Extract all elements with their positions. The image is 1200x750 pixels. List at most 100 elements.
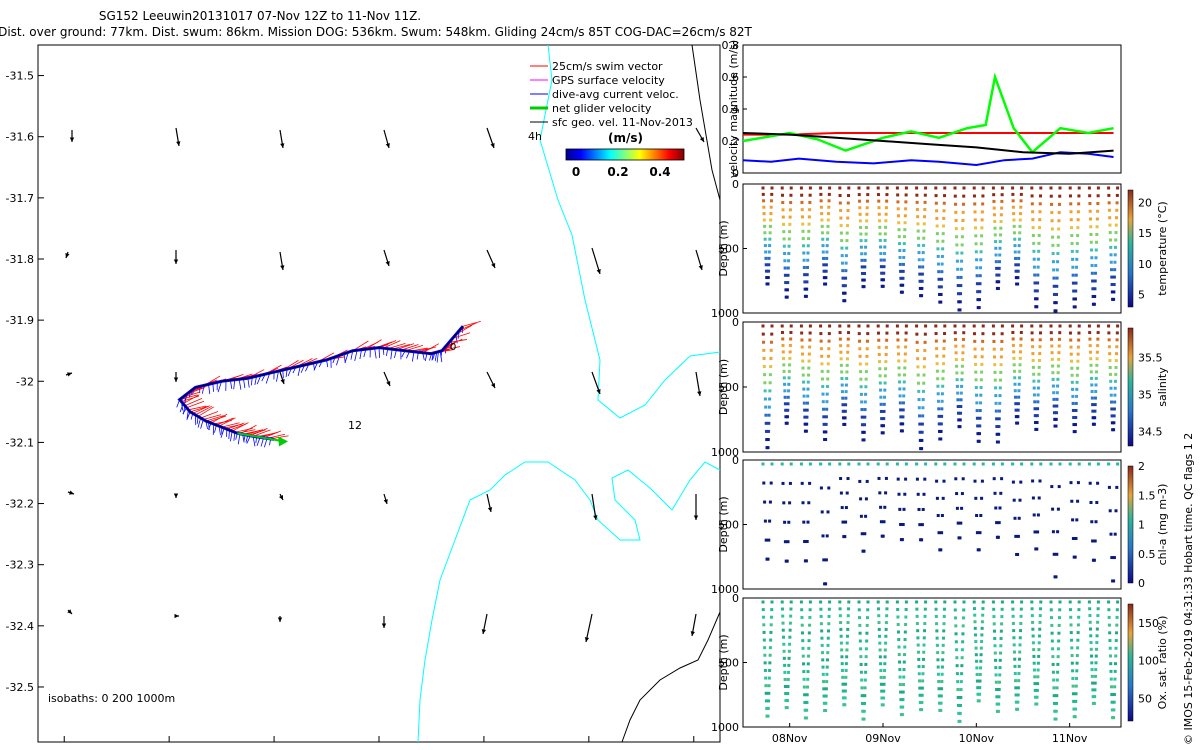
section-point bbox=[960, 672, 964, 676]
section-point bbox=[998, 401, 1002, 405]
section-point bbox=[846, 614, 850, 618]
section-point bbox=[981, 462, 985, 466]
section-point bbox=[1076, 345, 1080, 349]
section-point bbox=[955, 364, 959, 368]
sfc-vector-head bbox=[383, 499, 388, 504]
section-point bbox=[1039, 324, 1043, 328]
section-point bbox=[783, 389, 787, 393]
section-point bbox=[1094, 256, 1098, 260]
section-point bbox=[1092, 701, 1096, 705]
section-point bbox=[923, 614, 927, 618]
section-point bbox=[1094, 654, 1098, 658]
section-point bbox=[1054, 575, 1058, 579]
section-point bbox=[1018, 498, 1022, 502]
section-point bbox=[1017, 382, 1021, 386]
section-point bbox=[943, 194, 947, 198]
section-y-tick-label: 0 bbox=[732, 454, 739, 467]
section-point bbox=[819, 600, 823, 604]
section-point bbox=[954, 227, 958, 231]
section-point bbox=[784, 408, 788, 412]
section-point bbox=[808, 615, 812, 619]
section-point bbox=[860, 400, 864, 404]
section-point bbox=[762, 199, 766, 203]
section-point bbox=[863, 423, 867, 427]
section-point bbox=[788, 356, 792, 360]
section-point bbox=[1116, 324, 1120, 328]
section-point bbox=[1012, 356, 1016, 360]
section-point bbox=[1108, 238, 1112, 242]
section-point bbox=[1113, 260, 1117, 264]
section-point bbox=[1050, 485, 1054, 489]
section-point bbox=[1074, 684, 1078, 688]
section-point bbox=[884, 206, 888, 210]
section-point bbox=[923, 629, 927, 633]
section-point bbox=[845, 246, 849, 250]
section-point bbox=[787, 649, 791, 653]
section-point bbox=[764, 405, 768, 409]
section-point bbox=[975, 679, 979, 683]
section-point bbox=[857, 324, 861, 328]
section-point bbox=[805, 287, 809, 291]
section-point bbox=[844, 668, 848, 672]
section-point bbox=[922, 650, 926, 654]
section-point bbox=[1037, 249, 1041, 253]
section-point bbox=[934, 324, 938, 328]
section-point bbox=[980, 633, 984, 637]
section-point bbox=[1112, 428, 1116, 432]
section-point bbox=[1018, 356, 1022, 360]
section-point bbox=[1057, 202, 1061, 206]
section-point bbox=[827, 347, 831, 351]
section-point bbox=[1113, 662, 1117, 666]
section-point bbox=[858, 212, 862, 216]
section-point bbox=[881, 278, 885, 282]
section-point bbox=[824, 709, 828, 713]
section-point bbox=[824, 438, 828, 442]
section-point bbox=[878, 360, 882, 364]
section-point bbox=[1014, 263, 1018, 267]
section-point bbox=[843, 299, 847, 303]
section-point bbox=[1019, 199, 1023, 203]
section-point bbox=[880, 424, 884, 428]
dac-vector bbox=[243, 378, 246, 389]
section-point bbox=[788, 208, 792, 212]
section-point bbox=[765, 276, 769, 280]
section-point bbox=[1075, 249, 1079, 253]
section-point bbox=[904, 462, 908, 466]
section-point bbox=[980, 218, 984, 222]
section-point bbox=[807, 366, 811, 370]
section-point bbox=[828, 324, 832, 328]
section-point bbox=[1096, 324, 1100, 328]
section-point bbox=[973, 613, 977, 617]
section-point bbox=[847, 194, 851, 198]
section-point bbox=[1096, 614, 1100, 618]
section-point bbox=[940, 262, 944, 266]
section-point bbox=[954, 344, 958, 348]
section-point bbox=[1077, 338, 1081, 342]
section-point bbox=[1037, 654, 1041, 658]
section-point bbox=[862, 549, 866, 553]
section-point bbox=[805, 422, 809, 426]
section-point bbox=[992, 347, 996, 351]
section-point bbox=[961, 210, 965, 214]
section-point bbox=[980, 226, 984, 230]
section-point bbox=[1091, 295, 1095, 299]
section-point bbox=[762, 212, 766, 216]
section-point bbox=[1096, 331, 1100, 335]
section-point bbox=[879, 265, 883, 269]
section-point bbox=[915, 324, 919, 328]
section-point bbox=[782, 369, 786, 373]
net-velocity-line bbox=[237, 432, 285, 443]
section-point bbox=[802, 265, 806, 269]
section-point bbox=[896, 477, 900, 481]
section-point bbox=[785, 295, 789, 299]
section-point bbox=[918, 272, 922, 276]
section-point bbox=[769, 623, 773, 627]
header-line1: SG152 Leeuwin20131017 07-Nov 12Z to 11-N… bbox=[99, 9, 421, 23]
section-point bbox=[787, 259, 791, 263]
section-point bbox=[1093, 279, 1097, 283]
section-point bbox=[881, 431, 885, 435]
section-point bbox=[822, 430, 826, 434]
section-point bbox=[819, 199, 823, 203]
